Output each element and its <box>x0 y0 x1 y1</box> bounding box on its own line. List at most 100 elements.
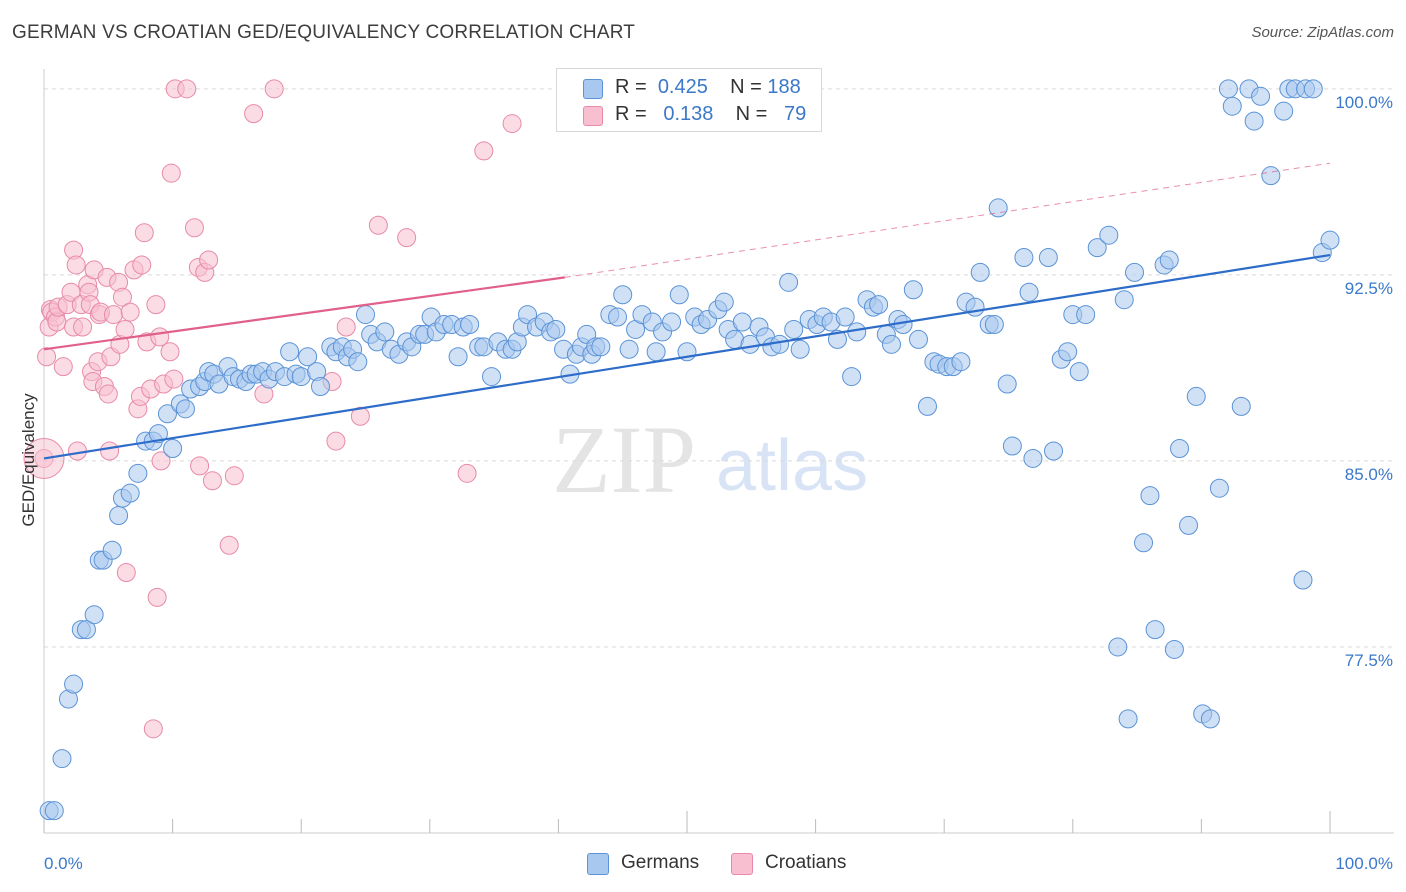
german-point-159 <box>1108 637 1128 657</box>
german-point-146 <box>1002 436 1022 456</box>
german-point-174 <box>1209 478 1229 498</box>
legend-n-label: N = <box>735 103 768 125</box>
germans-legend-swatch <box>587 853 609 875</box>
croatian-point-37 <box>120 302 140 322</box>
croatian-point-69 <box>336 317 356 337</box>
croatian-point-41 <box>132 255 152 275</box>
croatian-point-31 <box>103 305 123 325</box>
german-point-175 <box>1218 79 1238 99</box>
german-point-155 <box>1069 362 1089 382</box>
zipatlas-watermark: ZIP atlas <box>552 406 868 513</box>
german-point-164 <box>1140 486 1160 506</box>
croatian-point-56 <box>184 218 204 238</box>
german-point-149 <box>1023 448 1043 468</box>
german-point-4 <box>64 674 84 694</box>
croatian-point-34 <box>112 287 132 307</box>
german-point-187 <box>1303 79 1323 99</box>
croatian-point-36 <box>116 563 136 583</box>
croatian-point-51 <box>160 342 180 362</box>
german-point-170 <box>1179 515 1199 535</box>
german-point-14 <box>128 463 148 483</box>
y-tick-label-2: 92.5% <box>1345 279 1393 298</box>
german-point-163 <box>1134 533 1154 553</box>
german-point-148 <box>1019 282 1039 302</box>
german-point-147 <box>1014 248 1034 268</box>
legend-r-label: R = <box>615 103 647 125</box>
germans-trend-line <box>43 253 1331 460</box>
german-point-145 <box>997 374 1017 394</box>
german-point-49 <box>348 352 368 372</box>
german-point-128 <box>881 334 901 354</box>
legend-r-label: R = <box>615 76 647 98</box>
german-point-144 <box>988 198 1008 218</box>
croatian-point-47 <box>147 587 167 607</box>
croatian-point-63 <box>224 466 244 486</box>
german-point-43 <box>310 377 330 397</box>
croatian-point-62 <box>219 535 239 555</box>
german-point-41 <box>298 347 318 367</box>
german-point-153 <box>1058 342 1078 362</box>
croatian-point-8 <box>53 357 73 377</box>
german-point-169 <box>1170 439 1190 459</box>
watermark-zip-text: ZIP <box>552 406 696 513</box>
german-point-167 <box>1159 250 1179 270</box>
croatian-point-64 <box>244 104 264 124</box>
croatian-point-46 <box>146 295 166 315</box>
german-point-11 <box>109 505 129 525</box>
legend-r-value: 0.425 <box>657 76 708 98</box>
german-point-107 <box>732 312 752 332</box>
german-point-113 <box>779 272 799 292</box>
german-point-112 <box>770 334 790 354</box>
croatians-trend-extension <box>564 162 1331 278</box>
german-point-138 <box>951 352 971 372</box>
german-point-17 <box>148 424 168 444</box>
german-point-87 <box>591 337 611 357</box>
croatian-point-61 <box>202 471 222 491</box>
tick-labels: 77.5% 85.0% 92.5% 100.0% 0.0% 100.0% <box>44 93 1393 873</box>
german-point-133 <box>917 396 937 416</box>
german-point-104 <box>714 292 734 312</box>
german-point-160 <box>1114 290 1134 310</box>
croatian-point-16 <box>73 317 93 337</box>
croatian-point-53 <box>164 369 184 389</box>
germans-swatch <box>583 79 603 99</box>
german-point-131 <box>903 280 923 300</box>
croatian-point-71 <box>368 215 388 235</box>
croatian-point-75 <box>502 114 522 134</box>
croatian-point-72 <box>397 228 417 248</box>
german-point-122 <box>842 367 862 387</box>
german-point-50 <box>356 305 375 325</box>
german-point-120 <box>827 329 847 349</box>
german-point-151 <box>1044 441 1064 461</box>
german-point-21 <box>175 399 195 419</box>
german-point-66 <box>460 314 480 334</box>
german-point-98 <box>669 285 689 305</box>
croatians-legend-label: Croatians <box>765 852 847 873</box>
german-point-2 <box>52 749 72 769</box>
german-point-179 <box>1244 111 1264 131</box>
german-point-157 <box>1087 238 1107 258</box>
german-point-158 <box>1099 225 1119 245</box>
german-point-171 <box>1186 386 1206 406</box>
german-point-150 <box>1038 248 1058 268</box>
german-point-143 <box>984 314 1004 334</box>
legend-n-value: 188 <box>767 76 801 98</box>
correlation-legend: R = 0.425 N = 188 R = 0.138 N = 79 <box>556 68 822 132</box>
chart-title: GERMAN VS CROATIAN GED/EQUIVALENCY CORRE… <box>12 22 636 43</box>
german-point-38 <box>280 342 300 362</box>
legend-n-value: 79 <box>784 103 807 125</box>
german-point-168 <box>1164 639 1184 659</box>
german-point-126 <box>869 295 889 315</box>
german-point-161 <box>1118 709 1138 729</box>
german-point-69 <box>482 367 502 387</box>
german-point-173 <box>1200 709 1220 729</box>
croatian-point-55 <box>177 79 197 99</box>
croatian-point-73 <box>457 463 477 483</box>
german-point-177 <box>1231 396 1251 416</box>
x-tick-label-min: 0.0% <box>44 854 83 873</box>
german-point-132 <box>908 329 928 349</box>
croatian-point-45 <box>143 719 163 739</box>
legend-r-value: 0.138 <box>663 103 714 125</box>
croatian-point-35 <box>115 319 135 339</box>
german-point-79 <box>546 319 566 339</box>
